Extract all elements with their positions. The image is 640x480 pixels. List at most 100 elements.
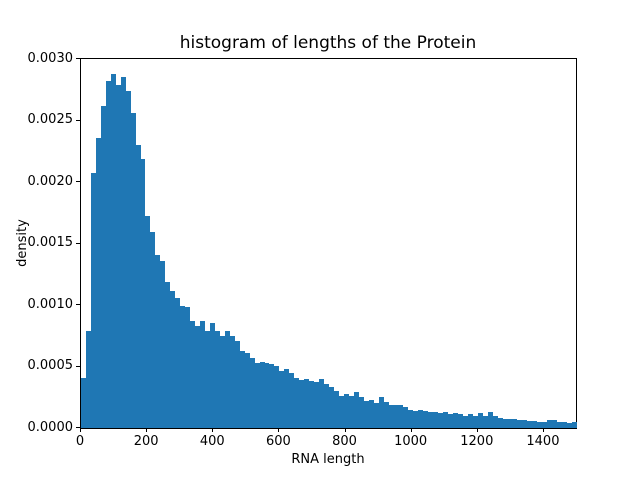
histogram-bar [448,414,453,428]
y-tick-label: 0.0010 [27,296,74,312]
histogram-bar [225,331,230,428]
histogram-bar [359,397,364,428]
y-tick-label: 0.0020 [27,173,74,189]
histogram-bar [324,384,329,428]
histogram-bar [438,413,443,428]
y-tick-mark [76,243,80,244]
histogram-bar [408,410,413,428]
histogram-bar [503,419,508,428]
histogram-bar [245,353,250,428]
histogram-bar [552,420,557,428]
histogram-bar [274,366,279,428]
histogram-bar [562,422,567,428]
histogram-bar [195,326,200,428]
histogram-bar [478,413,483,428]
histogram-bar [413,411,418,428]
histogram-bar [458,414,463,428]
histogram-bar [126,91,131,428]
histogram-bar [145,216,150,428]
histogram-bar [304,379,309,428]
chart-title: histogram of lengths of the Protein [179,33,477,53]
histogram-bar [354,392,359,428]
histogram-bar [498,418,503,428]
x-tick-label: 400 [199,434,225,449]
histogram-bar [131,113,136,428]
y-tick-mark [76,366,80,367]
histogram-bar [468,414,473,428]
histogram-bar [369,400,374,428]
histogram-bar [344,394,349,428]
histogram-bar [557,422,562,428]
x-tick-label: 0 [75,434,85,449]
histogram-bar [423,411,428,428]
histogram-bar [269,364,274,428]
histogram-bar [190,321,195,428]
histogram-bar [215,331,220,428]
histogram-bar [240,351,245,428]
histogram-bar [91,173,96,428]
y-axis-label: density [15,219,30,267]
histogram-bar [200,321,205,428]
histogram-bar [508,419,513,428]
x-tick-mark [543,428,544,432]
histogram-bar [101,106,106,428]
histogram-bar [418,410,423,428]
histogram-bar [210,323,215,428]
histogram-bar [111,74,116,428]
histogram-bar [443,412,448,428]
histogram-bar [517,420,522,428]
histogram-bar [180,306,185,428]
histogram-bar [527,421,532,428]
histogram-bar [384,402,389,428]
histogram-bar [339,396,344,428]
histogram-bar [329,387,334,428]
histogram-bar [309,381,314,428]
histogram-bar [393,405,398,428]
x-tick-label: 200 [133,434,159,449]
histogram-bar [374,403,379,428]
histogram-bar [141,159,145,428]
histogram-bar [170,291,175,428]
histogram-bar [299,380,304,428]
histogram-bar [279,371,284,428]
histogram-bar [483,416,488,428]
x-tick-label: 800 [332,434,357,449]
histogram-bar [473,416,478,428]
histogram-bar [493,416,498,428]
histogram-bar [364,401,369,428]
y-tick-mark [76,58,80,59]
plot-area [80,58,577,429]
histogram-bar [398,405,403,428]
histogram-bar [433,412,438,428]
histogram-bar [542,422,547,428]
histogram-bar [185,307,190,428]
histogram-bar [175,298,180,428]
histogram-bar [389,405,393,428]
histogram-bar [522,420,527,428]
histogram-bar [165,282,170,428]
histogram-bar [250,358,255,428]
histogram-bar [289,373,294,428]
x-tick-mark [411,428,412,432]
histogram-bar [567,423,572,428]
y-tick-label: 0.0015 [27,235,74,250]
histogram-bar [463,416,468,428]
histogram-bar [235,341,240,428]
y-tick-label: 0.0000 [27,419,74,435]
histogram-bar [155,255,160,428]
histogram-bar [265,363,269,428]
histogram-bar [160,261,165,428]
x-tick-label: 1200 [460,434,494,449]
x-tick-label: 600 [265,434,291,449]
histogram-bar [537,422,542,428]
histogram-bar [532,421,537,428]
x-tick-mark [80,428,81,432]
y-tick-mark [76,181,80,182]
y-tick-label: 0.0005 [27,358,74,373]
histogram-bar [255,363,260,428]
y-tick-mark [76,120,80,121]
histogram-bar [284,369,289,428]
x-tick-mark [477,428,478,432]
x-tick-label: 1000 [394,434,428,449]
